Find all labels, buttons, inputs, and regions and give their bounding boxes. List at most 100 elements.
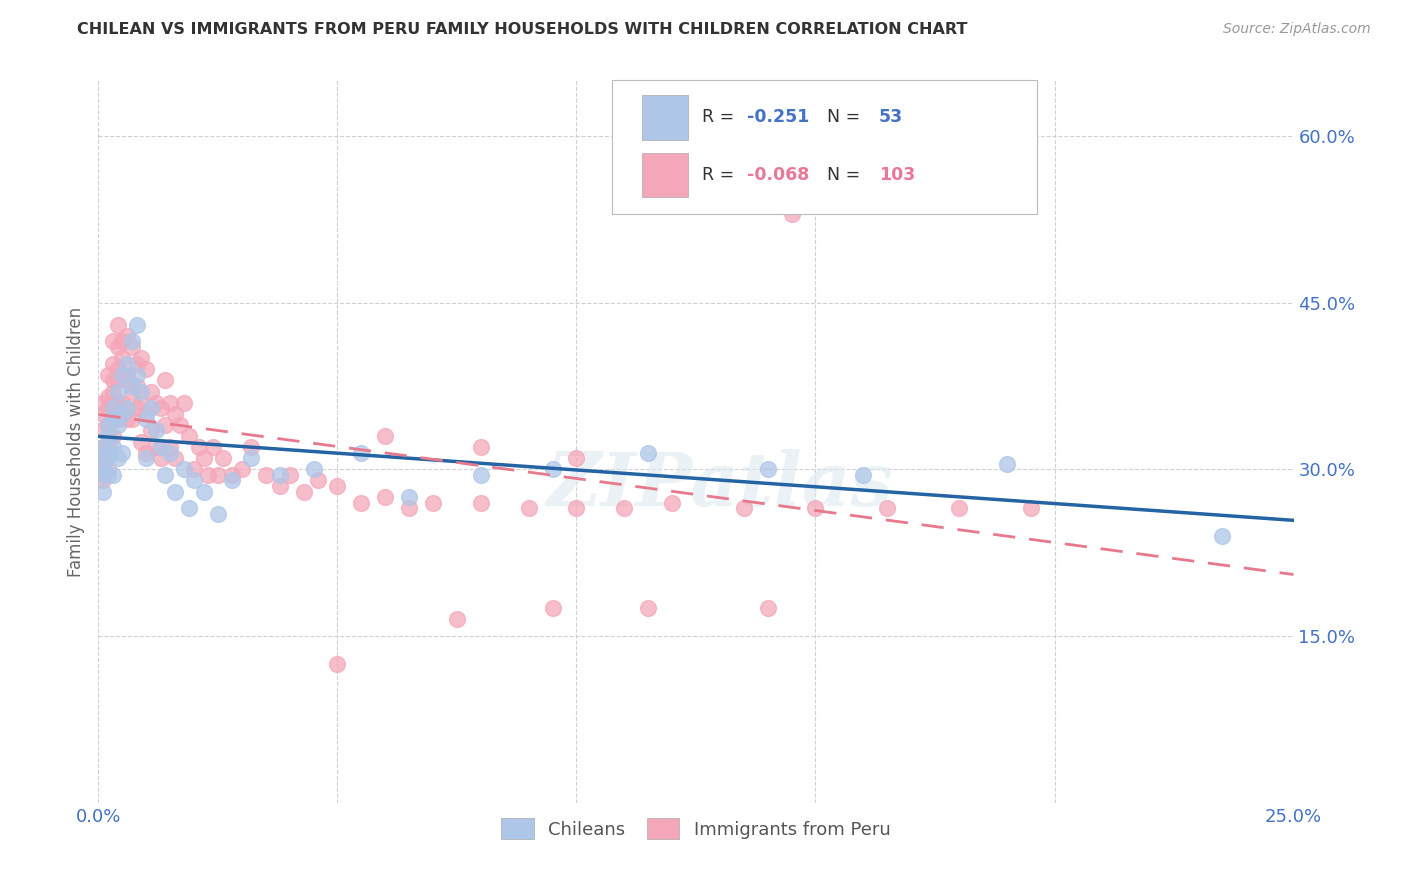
Point xyxy=(804,501,827,516)
Point xyxy=(115,401,138,416)
Point xyxy=(115,368,138,382)
Point xyxy=(97,417,120,432)
Point xyxy=(139,384,162,399)
Point xyxy=(97,467,120,482)
Point xyxy=(173,395,195,409)
Point xyxy=(135,451,157,466)
Point xyxy=(125,379,148,393)
Point xyxy=(193,451,215,466)
Point xyxy=(91,484,114,499)
Point xyxy=(97,429,120,443)
Point xyxy=(97,451,120,466)
Point xyxy=(91,457,114,471)
Point xyxy=(97,390,120,404)
Point xyxy=(145,395,167,409)
Point xyxy=(91,474,114,488)
Text: CHILEAN VS IMMIGRANTS FROM PERU FAMILY HOUSEHOLDS WITH CHILDREN CORRELATION CHAR: CHILEAN VS IMMIGRANTS FROM PERU FAMILY H… xyxy=(77,22,967,37)
Point xyxy=(187,440,209,454)
Point xyxy=(107,417,129,432)
Point xyxy=(183,462,205,476)
Point xyxy=(159,395,181,409)
Point xyxy=(374,429,396,443)
Y-axis label: Family Households with Children: Family Households with Children xyxy=(66,307,84,576)
Point xyxy=(111,351,134,366)
Point xyxy=(101,412,124,426)
Point xyxy=(121,412,143,426)
Point xyxy=(125,368,148,382)
Point xyxy=(97,401,120,416)
Point xyxy=(470,440,492,454)
Point xyxy=(661,496,683,510)
Point xyxy=(125,401,148,416)
Text: N =: N = xyxy=(827,166,866,184)
Point xyxy=(121,334,143,349)
Point xyxy=(131,434,153,449)
Point xyxy=(139,401,162,416)
Point xyxy=(211,451,233,466)
Point xyxy=(517,501,540,516)
Point xyxy=(125,357,148,371)
Point xyxy=(97,368,120,382)
Point xyxy=(91,462,114,476)
Point xyxy=(326,479,349,493)
Point xyxy=(121,340,143,354)
Point xyxy=(995,457,1018,471)
Point xyxy=(155,373,177,387)
Point xyxy=(97,462,120,476)
Point xyxy=(121,384,143,399)
Point xyxy=(269,467,291,482)
Point xyxy=(733,501,755,516)
Point xyxy=(470,496,492,510)
Point xyxy=(101,440,124,454)
Point xyxy=(125,318,148,332)
Point xyxy=(780,207,803,221)
Point xyxy=(637,601,659,615)
Point xyxy=(193,484,215,499)
Point xyxy=(422,496,444,510)
Point xyxy=(756,462,779,476)
Point xyxy=(101,357,124,371)
Point xyxy=(111,445,134,459)
Point xyxy=(107,412,129,426)
Point xyxy=(159,440,181,454)
Point xyxy=(111,368,134,382)
Point xyxy=(107,362,129,376)
Point xyxy=(661,128,683,143)
Point xyxy=(163,484,186,499)
FancyBboxPatch shape xyxy=(613,80,1036,214)
Point xyxy=(101,334,124,349)
Point xyxy=(565,501,588,516)
Point xyxy=(446,612,468,626)
Point xyxy=(101,395,124,409)
Point xyxy=(101,412,124,426)
Point xyxy=(107,373,129,387)
Point xyxy=(91,451,114,466)
Text: R =: R = xyxy=(702,108,740,126)
Point xyxy=(541,462,564,476)
Point xyxy=(107,318,129,332)
Point xyxy=(207,507,229,521)
Point xyxy=(131,395,153,409)
Text: ZIPatlas: ZIPatlas xyxy=(547,449,893,521)
Point xyxy=(145,424,167,438)
Point xyxy=(155,467,177,482)
Point xyxy=(111,395,134,409)
Point xyxy=(97,440,120,454)
Point xyxy=(97,445,120,459)
Point xyxy=(183,474,205,488)
Point xyxy=(269,479,291,493)
Point xyxy=(307,474,329,488)
Text: Source: ZipAtlas.com: Source: ZipAtlas.com xyxy=(1223,22,1371,37)
Point xyxy=(149,451,172,466)
Point xyxy=(131,351,153,366)
Point xyxy=(292,484,315,499)
Point xyxy=(398,490,420,504)
Point xyxy=(135,362,157,376)
Point xyxy=(111,368,134,382)
Bar xyxy=(643,153,688,197)
Point xyxy=(139,424,162,438)
Point xyxy=(149,440,172,454)
Point xyxy=(159,445,181,459)
Point xyxy=(91,440,114,454)
Point xyxy=(115,412,138,426)
